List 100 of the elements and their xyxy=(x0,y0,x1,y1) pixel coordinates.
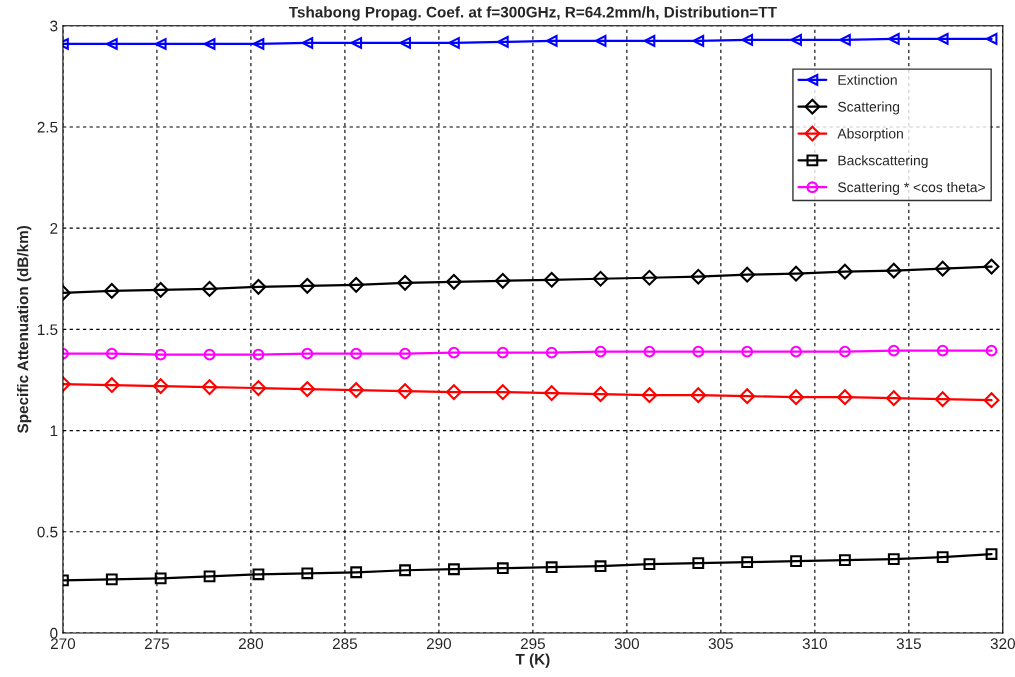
x-tick-label: 285 xyxy=(332,638,357,650)
point xyxy=(934,260,951,277)
point xyxy=(643,558,656,571)
point xyxy=(643,35,656,47)
legend-label: Scattering * <cos theta> xyxy=(838,182,985,195)
point xyxy=(936,344,949,357)
point xyxy=(399,37,411,49)
point xyxy=(741,556,754,569)
point xyxy=(397,274,413,291)
point xyxy=(692,557,705,570)
point xyxy=(545,561,558,574)
point xyxy=(739,388,756,405)
point xyxy=(741,33,754,46)
point xyxy=(839,345,851,358)
point xyxy=(692,345,705,358)
point xyxy=(299,277,316,294)
point xyxy=(103,377,120,393)
point xyxy=(105,38,118,50)
point xyxy=(936,32,949,45)
x-tick-label: 310 xyxy=(802,638,827,650)
point xyxy=(592,386,609,403)
point xyxy=(494,272,511,289)
point xyxy=(594,35,607,47)
point xyxy=(592,270,609,287)
point xyxy=(301,567,314,580)
point xyxy=(985,32,998,45)
point xyxy=(545,346,558,359)
point xyxy=(397,383,413,400)
point xyxy=(448,346,460,359)
point xyxy=(545,35,558,47)
point xyxy=(252,38,265,50)
x-tick-label: 290 xyxy=(426,638,452,650)
point xyxy=(839,554,851,567)
point xyxy=(252,348,265,361)
point xyxy=(985,344,998,357)
point xyxy=(299,381,316,397)
point xyxy=(594,560,607,573)
point xyxy=(837,389,853,406)
point xyxy=(741,345,754,358)
legend-label: Extinction xyxy=(838,74,897,85)
x-tick-label: 280 xyxy=(238,638,264,650)
point xyxy=(983,392,1000,409)
point xyxy=(885,262,902,279)
x-tick-label: 305 xyxy=(708,638,733,650)
point xyxy=(348,382,365,398)
x-tick-label: 295 xyxy=(520,638,545,650)
point xyxy=(496,346,509,359)
point xyxy=(250,278,267,295)
point xyxy=(690,268,707,285)
point xyxy=(790,345,802,358)
legend-label: Backscattering xyxy=(838,155,928,169)
point xyxy=(641,269,658,286)
point xyxy=(201,379,218,395)
point xyxy=(448,563,460,576)
point xyxy=(203,348,216,361)
x-tick-label: 320 xyxy=(990,638,1015,650)
point xyxy=(496,562,509,575)
point xyxy=(641,387,658,404)
y-tick-label: 0.5 xyxy=(37,526,58,538)
point xyxy=(885,390,902,407)
point xyxy=(448,37,460,49)
point xyxy=(446,384,462,401)
point xyxy=(788,389,804,406)
point xyxy=(690,387,707,404)
y-tick-label: 2.5 xyxy=(37,121,58,133)
point xyxy=(788,265,804,282)
point xyxy=(985,548,998,560)
point xyxy=(936,551,949,563)
point xyxy=(446,273,462,290)
x-tick-label: 300 xyxy=(614,638,640,650)
legend-label: Absorption xyxy=(837,128,903,142)
point xyxy=(494,384,511,401)
point xyxy=(594,345,607,358)
point xyxy=(154,38,167,50)
point xyxy=(103,282,120,299)
point xyxy=(790,33,802,46)
y-tick-label: 3 xyxy=(50,20,58,32)
point xyxy=(983,258,1000,275)
point xyxy=(887,344,900,357)
point xyxy=(350,37,363,49)
point xyxy=(887,32,900,45)
x-tick-label: 315 xyxy=(896,638,921,650)
chart-title: Tshabong Propag. Coef. at f=300GHz, R=64.2mm/h, Distribution=TT xyxy=(288,6,777,21)
point xyxy=(839,33,851,46)
point xyxy=(837,263,853,280)
point xyxy=(934,391,951,408)
point xyxy=(692,35,705,47)
point xyxy=(543,385,560,402)
y-tick-label: 1.5 xyxy=(38,324,58,336)
point xyxy=(399,347,411,360)
point xyxy=(643,345,656,358)
point xyxy=(350,347,363,360)
point xyxy=(203,38,216,50)
point xyxy=(301,347,314,360)
legend-label: Scattering xyxy=(838,101,900,115)
y-tick-label: 0 xyxy=(50,627,58,639)
point xyxy=(154,572,167,585)
point xyxy=(348,276,365,293)
x-tick-label: 270 xyxy=(50,638,76,650)
point xyxy=(399,564,411,577)
